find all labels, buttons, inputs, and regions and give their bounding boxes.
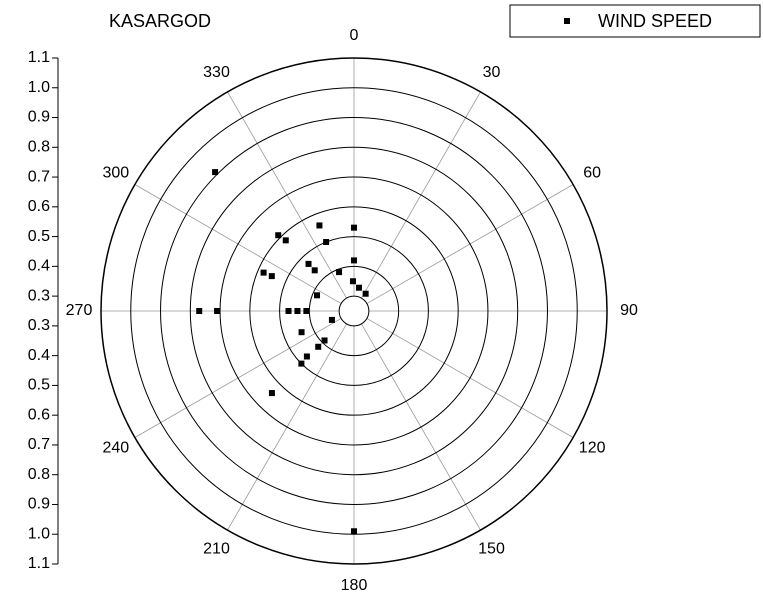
data-point <box>275 232 282 239</box>
angular-tick-label: 330 <box>203 64 230 81</box>
data-point <box>315 343 322 350</box>
data-point <box>212 169 219 176</box>
angular-tick-label: 0 <box>350 27 359 44</box>
angular-tick-label: 120 <box>579 440 606 457</box>
radial-tick-label: 0.7 <box>28 168 50 185</box>
radial-grid-circle <box>160 117 548 505</box>
angular-tick-label: 180 <box>341 577 368 594</box>
radial-tick-label: 0.7 <box>28 436 50 453</box>
data-point <box>303 308 310 314</box>
radial-tick-label: 1.0 <box>28 79 50 96</box>
data-point <box>298 329 305 336</box>
outer-circle <box>100 57 608 565</box>
radial-tick-label: 0.5 <box>28 228 50 245</box>
data-point <box>282 237 289 244</box>
data-point <box>298 360 305 367</box>
radial-tick-label: 0.4 <box>28 347 50 364</box>
radial-tick-label: 0.8 <box>28 466 50 483</box>
data-point <box>321 337 328 344</box>
data-point <box>336 269 343 276</box>
data-point <box>260 269 267 276</box>
radial-tick-label: 0.6 <box>28 406 50 423</box>
angular-tick-label: 210 <box>203 540 230 557</box>
angular-tick-label: 30 <box>483 64 501 81</box>
legend-box <box>509 4 761 38</box>
data-point <box>294 308 301 314</box>
data-point <box>349 278 356 285</box>
angular-tick-label: 60 <box>583 165 601 182</box>
data-point <box>268 273 275 280</box>
radial-grid-circle <box>189 146 519 476</box>
angular-tick-label: 90 <box>620 302 638 319</box>
data-point <box>351 528 357 535</box>
radial-tick-label: 0.9 <box>28 109 50 126</box>
data-point <box>351 224 357 231</box>
data-point <box>362 290 369 297</box>
data-point <box>316 222 323 229</box>
angular-tick-label: 270 <box>66 302 93 319</box>
data-point <box>355 284 362 291</box>
angular-tick-label: 150 <box>478 540 505 557</box>
radial-tick-label: 0.4 <box>28 258 50 275</box>
radial-tick-label: 0.9 <box>28 496 50 513</box>
data-point <box>196 308 203 314</box>
radial-tick-label: 1.1 <box>28 555 50 572</box>
radial-grid-circle <box>338 295 370 327</box>
data-point <box>303 353 310 360</box>
chart-title: KASARGOD <box>109 11 211 31</box>
data-point <box>268 390 275 397</box>
radial-tick-label: 1.1 <box>28 49 50 66</box>
data-point <box>328 316 335 323</box>
angular-tick-label: 240 <box>102 440 129 457</box>
data-point <box>214 308 221 314</box>
radial-tick-label: 0.3 <box>28 287 50 304</box>
data-point <box>285 308 292 314</box>
radial-tick-label: 1.0 <box>28 525 50 542</box>
data-point <box>314 292 321 299</box>
radial-tick-label: 0.5 <box>28 377 50 394</box>
radial-tick-label: 0.6 <box>28 198 50 215</box>
data-point <box>305 260 312 267</box>
radial-tick-label: 0.3 <box>28 317 50 334</box>
angular-tick-label: 300 <box>102 165 129 182</box>
radial-tick-label: 0.8 <box>28 139 50 156</box>
radial-grid-circle <box>249 206 459 416</box>
radial-grid-circle <box>279 236 429 386</box>
legend-label: WIND SPEED <box>598 11 712 31</box>
data-point <box>323 239 330 246</box>
data-point <box>311 267 318 274</box>
legend-marker <box>564 18 570 24</box>
data-point <box>351 257 357 264</box>
